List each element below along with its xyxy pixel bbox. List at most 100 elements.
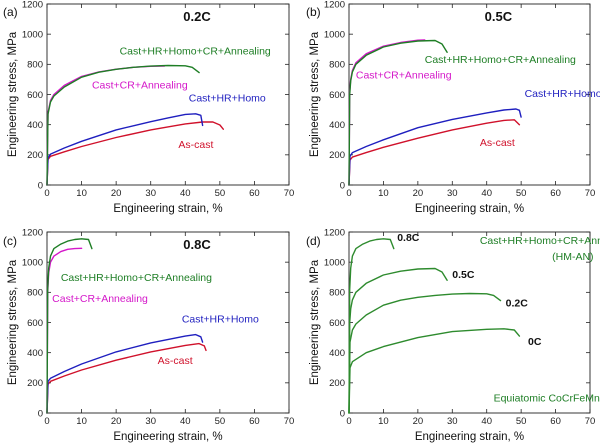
annotation-label: As-cast xyxy=(178,139,213,151)
y-tick-label: 400 xyxy=(329,348,345,359)
x-tick-label: 60 xyxy=(550,416,561,427)
x-tick-label: 30 xyxy=(447,416,458,427)
x-tick-label: 0 xyxy=(44,188,49,199)
x-tick-label: 70 xyxy=(284,416,295,427)
y-tick-label: 600 xyxy=(329,90,345,101)
x-tick-label: 40 xyxy=(481,188,492,199)
series-line-0-8c xyxy=(348,238,395,414)
y-tick-label: 0 xyxy=(340,180,345,191)
x-tick-label: 0 xyxy=(346,188,351,199)
annotation-label: Cast+HR+Homo+CR+Annealing xyxy=(425,54,576,66)
x-axis-label: Engineering strain, % xyxy=(415,203,524,215)
y-tick-label: 1200 xyxy=(324,227,345,238)
y-tick-label: 1000 xyxy=(324,29,345,40)
x-tick-label: 10 xyxy=(76,188,87,199)
panel-title: 0.5C xyxy=(485,9,513,24)
y-tick-label: 800 xyxy=(27,288,43,299)
y-tick-label: 0 xyxy=(340,408,345,419)
x-tick-label: 50 xyxy=(215,416,226,427)
panel-title: 0.8C xyxy=(183,237,211,252)
series-line-cast-hr-homo-cr-annealing xyxy=(46,238,93,414)
y-tick-label: 200 xyxy=(329,378,345,389)
x-tick-label: 70 xyxy=(585,188,596,199)
panel-2: 0 10 20 30 40 50 60 70 0 200 400 600 800 1000 1200 Engi… xyxy=(306,0,600,215)
y-tick-label: 400 xyxy=(329,120,345,131)
y-tick-label: 200 xyxy=(27,378,43,389)
annotation-label: (HM-AN) xyxy=(552,251,593,263)
panel-title: 0.2C xyxy=(183,9,211,24)
x-tick-label: 50 xyxy=(215,188,226,199)
x-tick-label: 30 xyxy=(145,416,156,427)
panel-3: 0 10 20 30 40 50 60 70 0 200 400 600 800 1000 1200 Engi… xyxy=(3,227,294,443)
y-tick-label: 800 xyxy=(329,60,345,71)
series-line-cast-hr-homo xyxy=(46,333,204,414)
x-tick-label: 20 xyxy=(111,416,122,427)
x-tick-label: 60 xyxy=(550,188,561,199)
x-tick-label: 30 xyxy=(447,188,458,199)
annotation-label: Cast+HR+Homo+CR+Annealing xyxy=(61,272,212,284)
y-tick-label: 1000 xyxy=(22,29,43,40)
y-tick-label: 1200 xyxy=(22,0,43,10)
x-tick-label: 50 xyxy=(516,188,527,199)
y-tick-label: 600 xyxy=(27,90,43,101)
annotation-label: 0C xyxy=(528,336,542,348)
x-tick-label: 10 xyxy=(378,416,389,427)
y-tick-label: 1200 xyxy=(22,227,43,238)
annotation-label: Cast+HR+Homo+CR+Annealing xyxy=(480,235,600,247)
annotation-label: Cast+HR+Homo xyxy=(525,88,600,100)
series-line-0-2c xyxy=(348,292,502,414)
annotation-label: 0.5C xyxy=(452,269,475,281)
y-tick-label: 400 xyxy=(27,348,43,359)
x-tick-label: 30 xyxy=(145,188,156,199)
x-tick-label: 0 xyxy=(346,416,351,427)
y-tick-label: 600 xyxy=(329,318,345,329)
x-tick-label: 50 xyxy=(516,416,527,427)
series-line-cast-hr-homo-cr-annealing xyxy=(348,39,448,186)
y-tick-label: 200 xyxy=(27,150,43,161)
annotation-label: Cast+CR+Annealing xyxy=(52,293,148,305)
panel-label: (b) xyxy=(306,5,321,19)
series-line-as-cast xyxy=(46,121,224,186)
series-line-cast-hr-homo xyxy=(46,113,204,186)
y-tick-label: 1200 xyxy=(324,0,345,10)
x-tick-label: 10 xyxy=(76,416,87,427)
panel-label: (d) xyxy=(306,234,321,248)
series-line-as-cast xyxy=(348,119,521,186)
y-axis-label: Engineering stress, MPa xyxy=(309,31,321,157)
x-tick-label: 40 xyxy=(180,188,191,199)
series-line-cast-cr-annealing xyxy=(348,39,426,186)
x-tick-label: 20 xyxy=(111,188,122,199)
y-tick-label: 200 xyxy=(329,150,345,161)
x-tick-label: 20 xyxy=(413,416,424,427)
y-tick-label: 800 xyxy=(27,60,43,71)
y-tick-label: 600 xyxy=(27,318,43,329)
x-tick-label: 40 xyxy=(481,416,492,427)
panel-label: (a) xyxy=(3,5,18,19)
y-tick-label: 0 xyxy=(38,408,43,419)
x-tick-label: 70 xyxy=(284,188,295,199)
annotation-label: 0.8C xyxy=(397,232,420,244)
y-axis-label: Engineering stress, MPa xyxy=(7,259,19,385)
y-tick-label: 1000 xyxy=(324,257,345,268)
panel-label: (c) xyxy=(3,234,17,248)
annotation-label: 0.2C xyxy=(506,298,529,310)
series-line-cast-hr-homo xyxy=(348,108,522,186)
x-axis-label: Engineering strain, % xyxy=(113,431,222,443)
series-line-0c xyxy=(348,328,521,414)
annotation-label: Equiatomic CoCrFeMnNi xyxy=(494,393,600,405)
y-tick-label: 800 xyxy=(329,288,345,299)
x-axis-label: Engineering strain, % xyxy=(415,431,524,443)
x-axis-label: Engineering strain, % xyxy=(113,203,222,215)
x-tick-label: 20 xyxy=(413,188,424,199)
annotation-label: As-cast xyxy=(158,355,193,367)
x-tick-label: 60 xyxy=(249,416,260,427)
panel-4: 0 10 20 30 40 50 60 70 0 200 400 600 800 1000 1200 Engi… xyxy=(306,227,600,443)
annotation-label: Cast+CR+Annealing xyxy=(92,79,188,91)
annotation-label: Cast+HR+Homo xyxy=(182,314,259,326)
y-axis-label: Engineering stress, MPa xyxy=(309,259,321,385)
y-tick-label: 1000 xyxy=(22,257,43,268)
x-tick-label: 60 xyxy=(249,188,260,199)
y-tick-label: 400 xyxy=(27,120,43,131)
series-line-cast-hr-homo-cr-annealing xyxy=(46,64,200,186)
